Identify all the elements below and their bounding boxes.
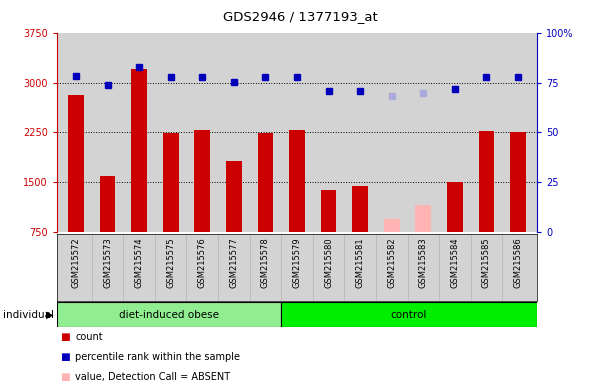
Text: ■: ■	[60, 352, 70, 362]
Bar	[257, 133, 274, 232]
Text: GSM215585: GSM215585	[482, 238, 491, 288]
Text: ■: ■	[60, 332, 70, 342]
Text: individual: individual	[3, 310, 54, 320]
Bar	[100, 176, 115, 232]
Text: control: control	[391, 310, 427, 320]
Bar	[226, 161, 242, 232]
Bar	[68, 94, 84, 232]
Bar	[194, 130, 210, 232]
Text: GSM215572: GSM215572	[71, 238, 80, 288]
Text: GSM215581: GSM215581	[356, 238, 365, 288]
Text: value, Detection Call = ABSENT: value, Detection Call = ABSENT	[75, 372, 230, 382]
Bar	[320, 190, 337, 232]
Text: GSM215586: GSM215586	[514, 238, 523, 288]
Text: GSM215577: GSM215577	[229, 238, 238, 288]
Bar	[510, 132, 526, 232]
Bar	[447, 182, 463, 232]
Text: GSM215582: GSM215582	[387, 238, 396, 288]
Bar	[289, 130, 305, 232]
Text: GSM215576: GSM215576	[198, 238, 207, 288]
Text: GSM215584: GSM215584	[451, 238, 460, 288]
Text: GDS2946 / 1377193_at: GDS2946 / 1377193_at	[223, 10, 377, 23]
Bar	[384, 219, 400, 232]
Text: percentile rank within the sample: percentile rank within the sample	[75, 352, 240, 362]
Text: GSM215579: GSM215579	[293, 238, 302, 288]
Text: GSM215580: GSM215580	[324, 238, 333, 288]
Text: GSM215575: GSM215575	[166, 238, 175, 288]
Text: diet-induced obese: diet-induced obese	[119, 310, 219, 320]
Bar	[57, 302, 281, 327]
Bar	[415, 205, 431, 232]
Text: GSM215583: GSM215583	[419, 238, 428, 288]
Text: count: count	[75, 332, 103, 342]
Text: ■: ■	[60, 372, 70, 382]
Text: GSM215578: GSM215578	[261, 238, 270, 288]
Bar	[479, 131, 494, 232]
Text: ▶: ▶	[46, 310, 53, 320]
Bar	[163, 133, 179, 232]
Text: GSM215574: GSM215574	[134, 238, 143, 288]
Bar	[352, 186, 368, 232]
Bar	[281, 302, 537, 327]
Bar	[131, 69, 147, 232]
Text: GSM215573: GSM215573	[103, 238, 112, 288]
